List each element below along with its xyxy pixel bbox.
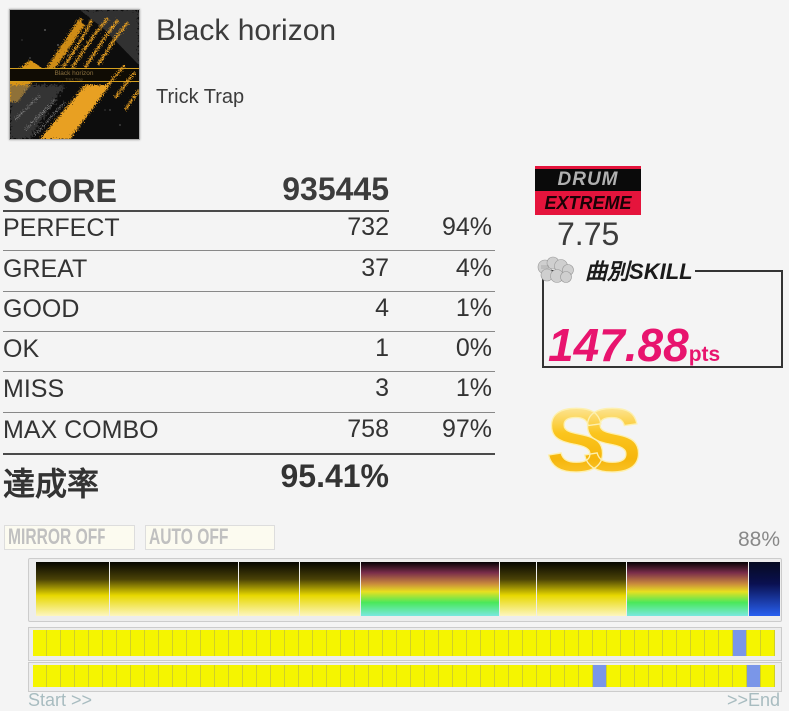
svg-text:SS: SS [546, 395, 639, 485]
